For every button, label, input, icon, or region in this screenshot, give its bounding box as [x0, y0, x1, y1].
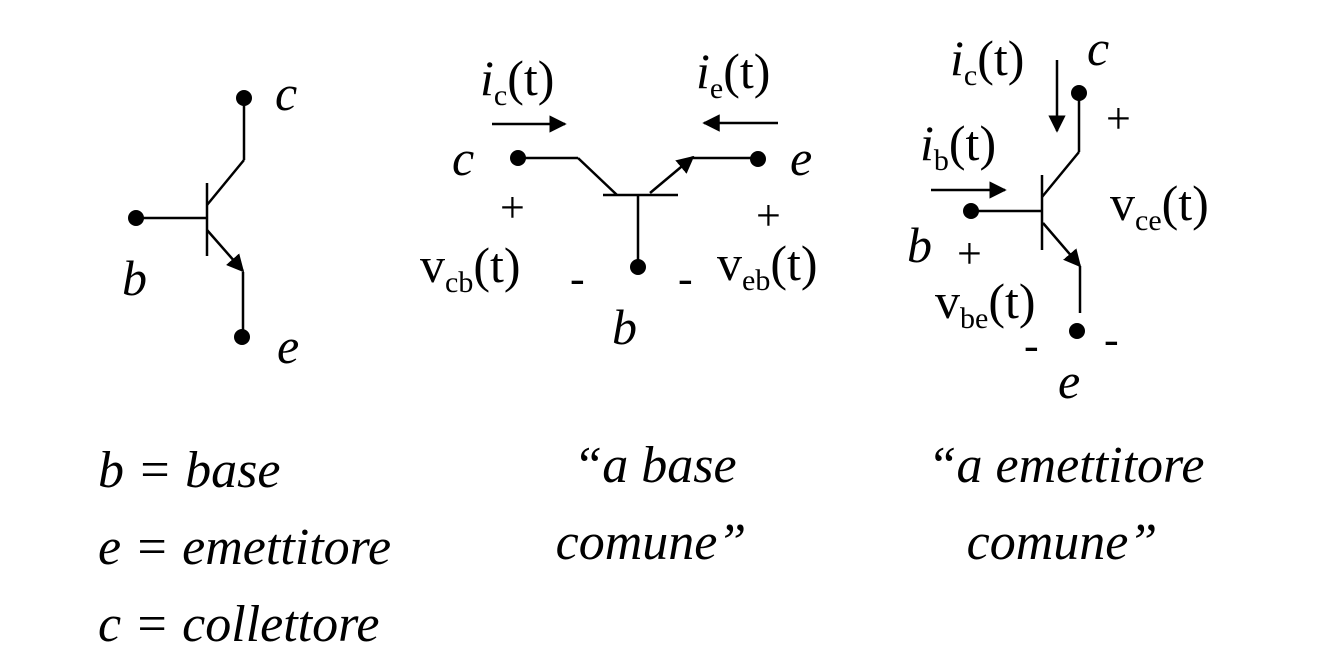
base-terminal — [128, 210, 144, 226]
vce-minus: - — [1104, 315, 1119, 364]
collector-label: c — [1087, 20, 1109, 76]
veb-plus: + — [756, 191, 781, 240]
emitter-arrow — [1042, 222, 1082, 268]
common-base-circuit: ic(t) ie(t) c b e + + vcb(t) - - veb(t) — [420, 43, 818, 355]
base-terminal — [630, 259, 646, 275]
legend-collector: c = collettore — [98, 596, 380, 653]
veb-minus: - — [678, 254, 693, 303]
veb-label: veb(t) — [717, 235, 818, 297]
common-emitter-caption: “a emettitore comune” — [928, 437, 1205, 571]
common-emitter-circuit: ic(t) c + vce(t) ib(t) b + vbe(t) e - - — [907, 20, 1209, 409]
emitter-arrow — [206, 229, 245, 273]
emitter-label: e — [1058, 353, 1080, 409]
common-base-caption: “a base comune” — [556, 437, 747, 571]
caption-line2: comune” — [967, 514, 1158, 571]
collector-diagonal — [577, 157, 618, 196]
ic-label: ic(t) — [480, 50, 554, 112]
vbe-minus: - — [1024, 321, 1039, 370]
vcb-minus: - — [570, 254, 585, 303]
terminal-legend: b = base e = emettitore c = collettore — [98, 442, 391, 653]
base-label: b — [122, 250, 147, 306]
vbe-label: vbe(t) — [935, 273, 1036, 335]
emitter-terminal — [1069, 323, 1085, 339]
emitter-label: e — [790, 130, 812, 186]
caption-line2: comune” — [556, 514, 747, 571]
vbe-plus: + — [957, 229, 982, 278]
emitter-label: e — [277, 318, 299, 374]
legend-base: b = base — [98, 442, 280, 499]
base-label: b — [612, 299, 637, 355]
collector-label: c — [452, 130, 474, 186]
collector-diagonal — [1041, 151, 1080, 198]
ie-label: ie(t) — [696, 43, 770, 105]
emitter-terminal — [234, 329, 250, 345]
vcb-label: vcb(t) — [420, 237, 521, 299]
legend-emitter: e = emettitore — [98, 519, 391, 576]
collector-diagonal — [206, 159, 245, 206]
base-label: b — [907, 217, 932, 273]
vce-label: vce(t) — [1110, 175, 1209, 237]
emitter-arrow — [649, 155, 695, 194]
ib-label: ib(t) — [920, 115, 996, 177]
emitter-terminal — [750, 151, 766, 167]
collector-label: c — [275, 65, 297, 121]
caption-line1: “a base — [573, 437, 736, 494]
transistor-symbol: c b e — [122, 65, 299, 374]
vce-plus: + — [1106, 94, 1131, 143]
ic-label: ic(t) — [950, 30, 1024, 92]
collector-terminal — [236, 90, 252, 106]
caption-line1: “a emettitore — [928, 437, 1205, 494]
vcb-plus: + — [500, 183, 525, 232]
